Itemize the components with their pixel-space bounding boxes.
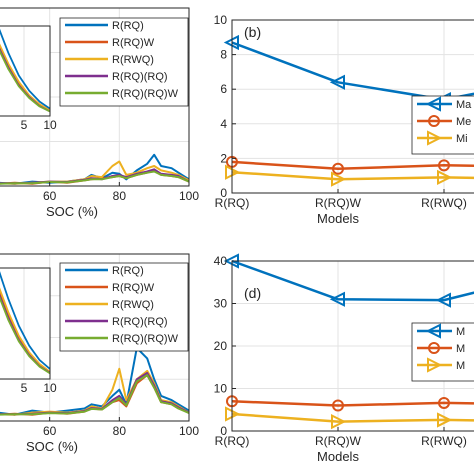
x-tick-label: R(RQ) xyxy=(215,196,250,210)
y-tick-label: 6 xyxy=(220,82,227,96)
panel-label: (b) xyxy=(244,24,261,40)
legend-label: R(RWQ) xyxy=(112,54,154,66)
y-tick-label: 0 xyxy=(220,424,227,438)
x-tick-label: R(RWQ) xyxy=(421,434,467,448)
legend-label: R(RQ)(RQ)W xyxy=(112,333,179,345)
x-tick-label: R(RQ)W xyxy=(315,196,362,210)
legend-marker xyxy=(425,96,441,112)
data-marker xyxy=(331,414,347,430)
series-line-M xyxy=(231,259,474,302)
data-marker xyxy=(329,291,345,307)
y-tick-label: 4 xyxy=(220,117,227,131)
y-tick-label: 20 xyxy=(214,339,228,353)
data-marker xyxy=(437,412,453,428)
series-line-Ma xyxy=(231,41,474,101)
inset-x-tick-label: 10 xyxy=(43,381,57,395)
series-line-R(RQ)(RQ)W xyxy=(0,374,190,416)
legend-box xyxy=(411,95,474,155)
legend-label: R(RQ)(RQ)W xyxy=(112,88,179,100)
legend-label: Mi xyxy=(456,133,468,145)
inset-x-tick-label: 10 xyxy=(43,118,57,132)
axes-frame xyxy=(231,19,474,194)
legend-label: R(RQ)(RQ) xyxy=(112,71,168,83)
panel-a: 60 80 100 SOC (%) 5 10 R(RQ) R(RQ)W R(RWQ) R(RQ)(… xyxy=(0,7,199,219)
inset-x-tick-label: 5 xyxy=(21,381,28,395)
series-line-M xyxy=(231,412,474,423)
legend-label: Me xyxy=(456,116,471,128)
legend-box xyxy=(411,322,474,382)
axes-frame xyxy=(0,253,190,422)
data-marker xyxy=(332,162,344,175)
x-tick-label: 80 xyxy=(113,424,127,438)
axes-frame xyxy=(0,7,190,187)
legend-box xyxy=(59,17,189,107)
series-line-Me xyxy=(231,160,474,171)
y-tick-label: 40 xyxy=(214,254,228,268)
legend-label: M xyxy=(456,343,465,355)
legend-label: R(RQ)W xyxy=(112,282,155,294)
series-line-M xyxy=(231,400,474,407)
data-marker xyxy=(329,74,345,90)
legend-label: Ma xyxy=(456,99,472,111)
data-marker xyxy=(437,169,453,186)
x-tick-label: 60 xyxy=(43,189,57,203)
x-tick-label: 80 xyxy=(113,189,127,203)
inset-frame xyxy=(0,267,51,380)
legend-marker xyxy=(425,323,441,339)
inset-frame-border xyxy=(0,267,51,380)
legend-marker xyxy=(428,115,440,127)
legend-label: R(RWQ) xyxy=(112,299,154,311)
y-tick-label: 10 xyxy=(214,13,228,27)
data-marker xyxy=(331,171,347,187)
legend-marker xyxy=(428,342,440,354)
inset-line-R(RQ)(RQ)W xyxy=(0,296,51,375)
legend-box xyxy=(59,262,189,352)
panel-c: 60 80 100 SOC (%) 5 10 R(RQ) R(RQ)W R(RWQ) R(RQ)(… xyxy=(0,253,199,454)
y-tick-label: 2 xyxy=(220,151,227,165)
legend-label: R(RQ) xyxy=(112,20,144,32)
legend-label: M xyxy=(456,360,465,372)
inset-line-R(RWQ) xyxy=(0,287,51,373)
x-axis-label: SOC (%) xyxy=(26,439,78,454)
x-tick-label: 100 xyxy=(179,424,199,438)
data-marker xyxy=(332,399,344,412)
x-axis-label: Models xyxy=(317,211,359,226)
x-tick-label: 60 xyxy=(43,424,57,438)
y-tick-label: 10 xyxy=(214,382,228,396)
x-tick-label: R(RQ)W xyxy=(315,434,362,448)
x-axis-label: SOC (%) xyxy=(46,204,98,219)
legend-marker xyxy=(427,357,443,373)
x-axis-label: Models xyxy=(317,449,359,464)
legend-label: R(RQ)(RQ) xyxy=(112,316,168,328)
inset-line-R(RQ)(RQ)W xyxy=(0,49,51,113)
legend-marker xyxy=(427,130,443,146)
series-line-R(RQ)(RQ)W xyxy=(0,170,190,185)
data-marker xyxy=(435,292,451,308)
legend-label: R(RQ) xyxy=(112,265,144,277)
inset-frame xyxy=(0,25,51,117)
legend-label: M xyxy=(456,326,465,338)
inset-frame-border xyxy=(0,25,51,117)
panel-d: 010203040R(RQ)R(RQ)WR(RWQ)R(RCModels(d)M… xyxy=(214,253,474,464)
data-marker xyxy=(438,159,450,172)
legend-label: R(RQ)W xyxy=(112,37,155,49)
series-line-R(RQ) xyxy=(0,346,190,416)
series-line-R(RQ) xyxy=(0,153,190,185)
x-tick-label: R(RQ) xyxy=(215,434,250,448)
inset-line-R(RWQ) xyxy=(0,43,51,112)
inset-x-tick-label: 5 xyxy=(21,118,28,132)
panel-label: (d) xyxy=(244,285,261,301)
data-marker xyxy=(438,396,450,409)
y-tick-label: 30 xyxy=(214,297,228,311)
inset-line-R(RQ) xyxy=(0,271,51,370)
series-line-Mi xyxy=(231,170,474,181)
y-tick-label: 8 xyxy=(220,48,227,62)
y-tick-label: 0 xyxy=(220,186,227,200)
panel-b: 0246810R(RQ)R(RQ)WR(RWQ)R(RQModels(b)MaM… xyxy=(214,13,474,226)
x-tick-label: 100 xyxy=(179,189,199,203)
inset-line-R(RQ) xyxy=(0,28,51,110)
x-tick-label: R(RWQ) xyxy=(421,196,467,210)
